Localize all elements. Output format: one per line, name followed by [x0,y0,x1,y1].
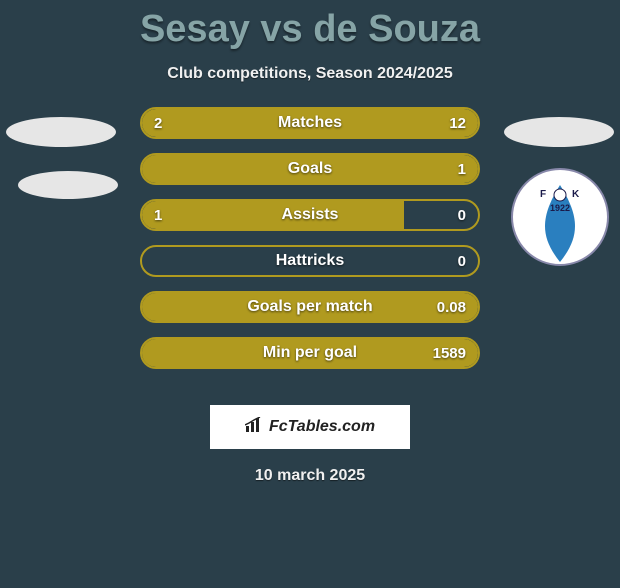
subtitle: Club competitions, Season 2024/2025 [0,65,620,83]
stat-bar-row: 0Hattricks [140,245,480,277]
logo-text: FcTables.com [269,418,375,436]
bar-fill-left [142,109,189,137]
bar-fill-left [142,201,404,229]
player-left-badge [6,117,116,147]
date-text: 10 march 2025 [0,467,620,485]
club-crest-icon: F K 1922 [510,167,610,267]
stat-bar-row: 10Assists [140,199,480,231]
bar-fill-right [142,293,478,321]
bar-fill-right [142,155,478,183]
crest-year: 1922 [550,203,570,213]
bar-fill-right [189,109,478,137]
bar-value-right: 0 [458,201,466,229]
stat-bar-row: 212Matches [140,107,480,139]
svg-text:F: F [540,189,546,200]
chart-icon [245,417,263,438]
stat-bar-row: 0.08Goals per match [140,291,480,323]
bar-label: Hattricks [142,247,478,275]
stat-bars: 212Matches1Goals10Assists0Hattricks0.08G… [140,107,480,383]
bar-value-right: 0 [458,247,466,275]
svg-text:K: K [572,189,580,200]
stat-bar-row: 1589Min per goal [140,337,480,369]
page-title: Sesay vs de Souza [0,8,620,51]
stat-bar-row: 1Goals [140,153,480,185]
bar-fill-right [142,339,478,367]
player-right-badge [504,117,614,147]
player-left-badge-secondary [18,171,118,199]
fctables-logo[interactable]: FcTables.com [210,405,410,449]
comparison-panel: F K 1922 212Matches1Goals10Assists0Hattr… [0,107,620,485]
